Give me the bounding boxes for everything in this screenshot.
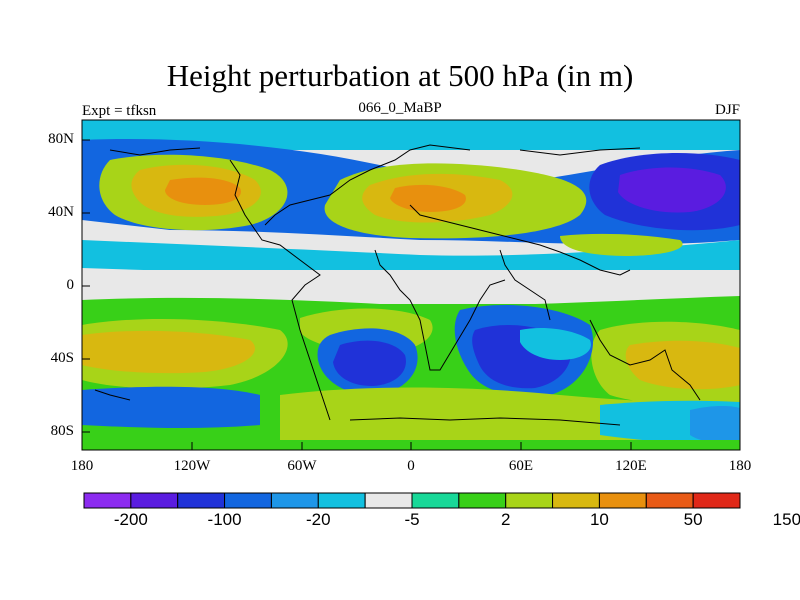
lon-label-60e: 60E — [508, 458, 534, 474]
colorbar-label: -200 — [113, 510, 148, 529]
colorbar-label: 50 — [683, 510, 703, 529]
lon-label-120e: 120E — [615, 458, 647, 474]
colorbar-swatch — [270, 492, 319, 509]
colorbar-swatch — [317, 492, 366, 509]
colorbar-swatch — [458, 492, 507, 509]
lon-label-180e: 180 — [728, 458, 752, 474]
lat-label-40s: 40S — [50, 350, 74, 366]
time-label: 066_0_MaBP — [358, 100, 442, 116]
colorbar-swatch — [224, 492, 272, 509]
colorbar-swatch — [177, 492, 226, 509]
colorbar — [83, 492, 741, 509]
colorbar-label: 150 — [772, 510, 800, 529]
lon-label-60w: 60W — [287, 458, 317, 474]
lon-label-180w: 180 — [70, 458, 94, 474]
lon-label-0: 0 — [407, 458, 415, 474]
experiment-label: Expt = tfksn — [82, 103, 157, 119]
season-label: DJF — [714, 102, 740, 118]
colorbar-label: 2 — [500, 510, 511, 529]
coastlines — [94, 144, 701, 426]
colorbar-label: -20 — [305, 510, 331, 529]
colorbar-label: -100 — [207, 510, 242, 529]
height-field — [82, 120, 740, 450]
colorbar-swatch — [130, 492, 179, 509]
lat-label-80s: 80S — [50, 423, 74, 439]
map-title: Height perturbation at 500 hPa (in m) — [166, 58, 634, 93]
lat-label-80n: 80N — [48, 131, 74, 147]
colorbar-label: 10 — [589, 510, 609, 529]
lat-label-0: 0 — [66, 277, 75, 293]
colorbar-swatch — [364, 492, 413, 509]
colorbar-swatch — [505, 492, 554, 509]
colorbar-swatch — [83, 492, 132, 509]
lat-label-40n: 40N — [48, 204, 74, 220]
colorbar-swatch — [552, 492, 600, 509]
colorbar-swatch — [692, 492, 741, 509]
axis-ticks — [82, 139, 632, 450]
lon-label-120w: 120W — [173, 458, 211, 474]
colorbar-swatch — [411, 492, 460, 509]
colorbar-label: -5 — [404, 510, 420, 529]
colorbar-swatch — [598, 492, 647, 509]
colorbar-swatch — [645, 492, 694, 509]
